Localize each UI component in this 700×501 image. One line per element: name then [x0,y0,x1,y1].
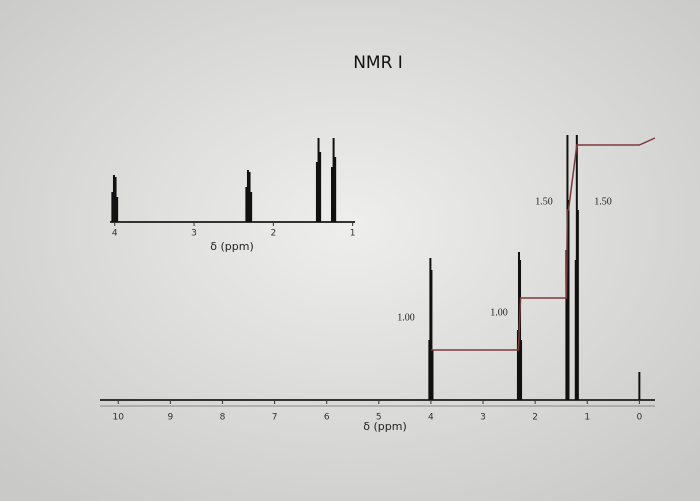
x-tick-label: 5 [376,413,382,423]
x-tick-label: 4 [428,413,434,423]
chart-title: NMR I [353,53,403,73]
x-tick-label: 9 [167,413,173,423]
x-tick-label: 3 [480,413,486,423]
x-tick-label: 10 [113,413,125,423]
integral-trace [430,137,656,351]
x-tick-label: 1 [350,229,356,239]
x-tick-label: 6 [324,413,330,423]
x-tick-label: 1 [584,413,590,423]
integration-label: 1.00 [490,307,508,318]
x-tick-label: 8 [220,413,226,423]
x-tick-label: 7 [272,413,278,423]
x-tick-label: 2 [270,229,276,239]
x-tick-label: 3 [191,229,197,239]
x-axis-label: δ (ppm) [363,420,407,433]
x-tick-label: 2 [532,413,538,423]
x-tick-label: 0 [636,413,642,423]
integration-label: 1.00 [397,312,415,323]
x-tick-label: 4 [112,229,118,239]
integration-label: 1.50 [535,196,553,207]
integration-label: 1.50 [594,196,612,207]
x-axis-label: δ (ppm) [210,240,254,253]
